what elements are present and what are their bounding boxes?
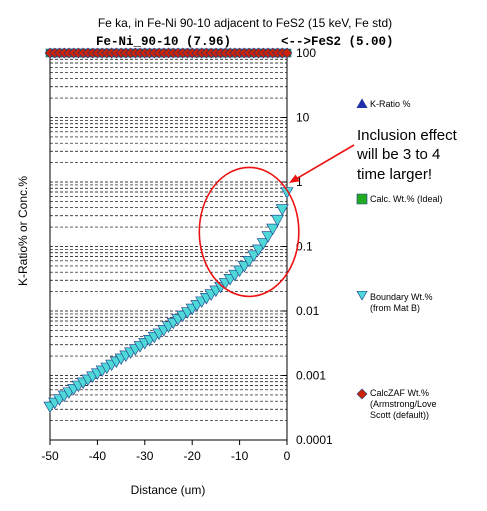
y-axis-label: K-Ratio% or Conc.% <box>16 176 30 286</box>
legend-item-k-ratio: K-Ratio % <box>356 98 411 109</box>
data-point-triangle-down <box>271 214 285 227</box>
data-point-triangle-down <box>261 231 275 243</box>
y-tick-label: 10 <box>296 111 310 125</box>
data-point-triangle-down <box>242 256 256 268</box>
data-point-triangle-down <box>280 187 294 199</box>
y-tick-label: 100 <box>296 46 316 60</box>
grid-layer <box>50 55 287 421</box>
y-tick-label: 0.001 <box>296 369 326 383</box>
x-tick-label: 0 <box>284 449 291 463</box>
legend-marker-triangle-down <box>356 290 368 301</box>
chart-subtitle-left: Fe-Ni_90-10 (7.96) <box>96 35 231 49</box>
legend-marker-diamond <box>356 388 368 400</box>
legend-label-boundary-1: Boundary Wt.% <box>370 292 433 302</box>
legend-item-boundary: Boundary Wt.% (from Mat B) <box>356 290 433 313</box>
annotation-line-3: time larger! <box>357 166 432 183</box>
legend-label-calc-ideal: Calc. Wt.% (Ideal) <box>370 194 443 204</box>
x-tick-label: -30 <box>136 449 154 463</box>
y-tick-label: 0.0001 <box>296 433 333 447</box>
annotation: Inclusion effect will be 3 to 4 time lar… <box>198 127 458 298</box>
y-tick-label: 0.1 <box>296 240 313 254</box>
data-point-triangle-down <box>275 204 289 216</box>
chart-subtitle-arrow: <--> <box>281 35 311 49</box>
data-point-triangle-down <box>252 244 266 257</box>
data-point-triangle-down <box>247 250 261 262</box>
x-tick-label: -10 <box>231 449 249 463</box>
data-point-diamond <box>281 47 293 59</box>
x-axis: -50 -40 -30 -20 -10 0 <box>41 440 291 463</box>
chart-title: Fe ka, in Fe-Ni 90-10 adjacent to FeS2 (… <box>98 16 392 30</box>
legend: K-Ratio % Calc. Wt.% (Ideal) Boundary Wt… <box>356 98 443 420</box>
legend-label-boundary-2: (from Mat B) <box>370 303 420 313</box>
legend-marker-triangle-up <box>356 98 368 109</box>
chart-subtitle-right: FeS2 (5.00) <box>311 35 394 49</box>
y-tick-label: 0.01 <box>296 304 320 318</box>
x-tick-label: -20 <box>184 449 202 463</box>
series-2 <box>43 187 294 414</box>
x-tick-label: -50 <box>41 449 59 463</box>
legend-item-calc-ideal: Calc. Wt.% (Ideal) <box>356 193 443 205</box>
series-layer <box>43 47 294 414</box>
legend-marker-square <box>356 193 368 205</box>
x-tick-label: -40 <box>89 449 107 463</box>
legend-label-calczaf-1: CalcZAF Wt.% <box>370 388 429 398</box>
data-point-triangle-down <box>256 238 270 250</box>
x-axis-label: Distance (um) <box>131 483 206 497</box>
annotation-arrow-head <box>289 174 300 183</box>
annotation-line-1: Inclusion effect <box>357 127 458 144</box>
legend-label-k-ratio: K-Ratio % <box>370 99 411 109</box>
annotation-arrow-shaft <box>290 144 355 183</box>
y-axis: 0.0001 0.001 0.01 0.1 1 10 100 <box>282 46 333 447</box>
annotation-ellipse <box>198 166 300 298</box>
annotation-line-2: will be 3 to 4 <box>356 146 440 163</box>
data-point-triangle-down <box>266 223 280 236</box>
y-tick-label: 1 <box>296 175 303 189</box>
legend-label-calczaf-3: Scott (default)) <box>370 410 429 420</box>
legend-label-calczaf-2: (Armstrong/Love <box>370 399 437 409</box>
legend-item-calczaf: CalcZAF Wt.% (Armstrong/Love Scott (defa… <box>356 388 437 420</box>
series-3 <box>44 47 293 59</box>
